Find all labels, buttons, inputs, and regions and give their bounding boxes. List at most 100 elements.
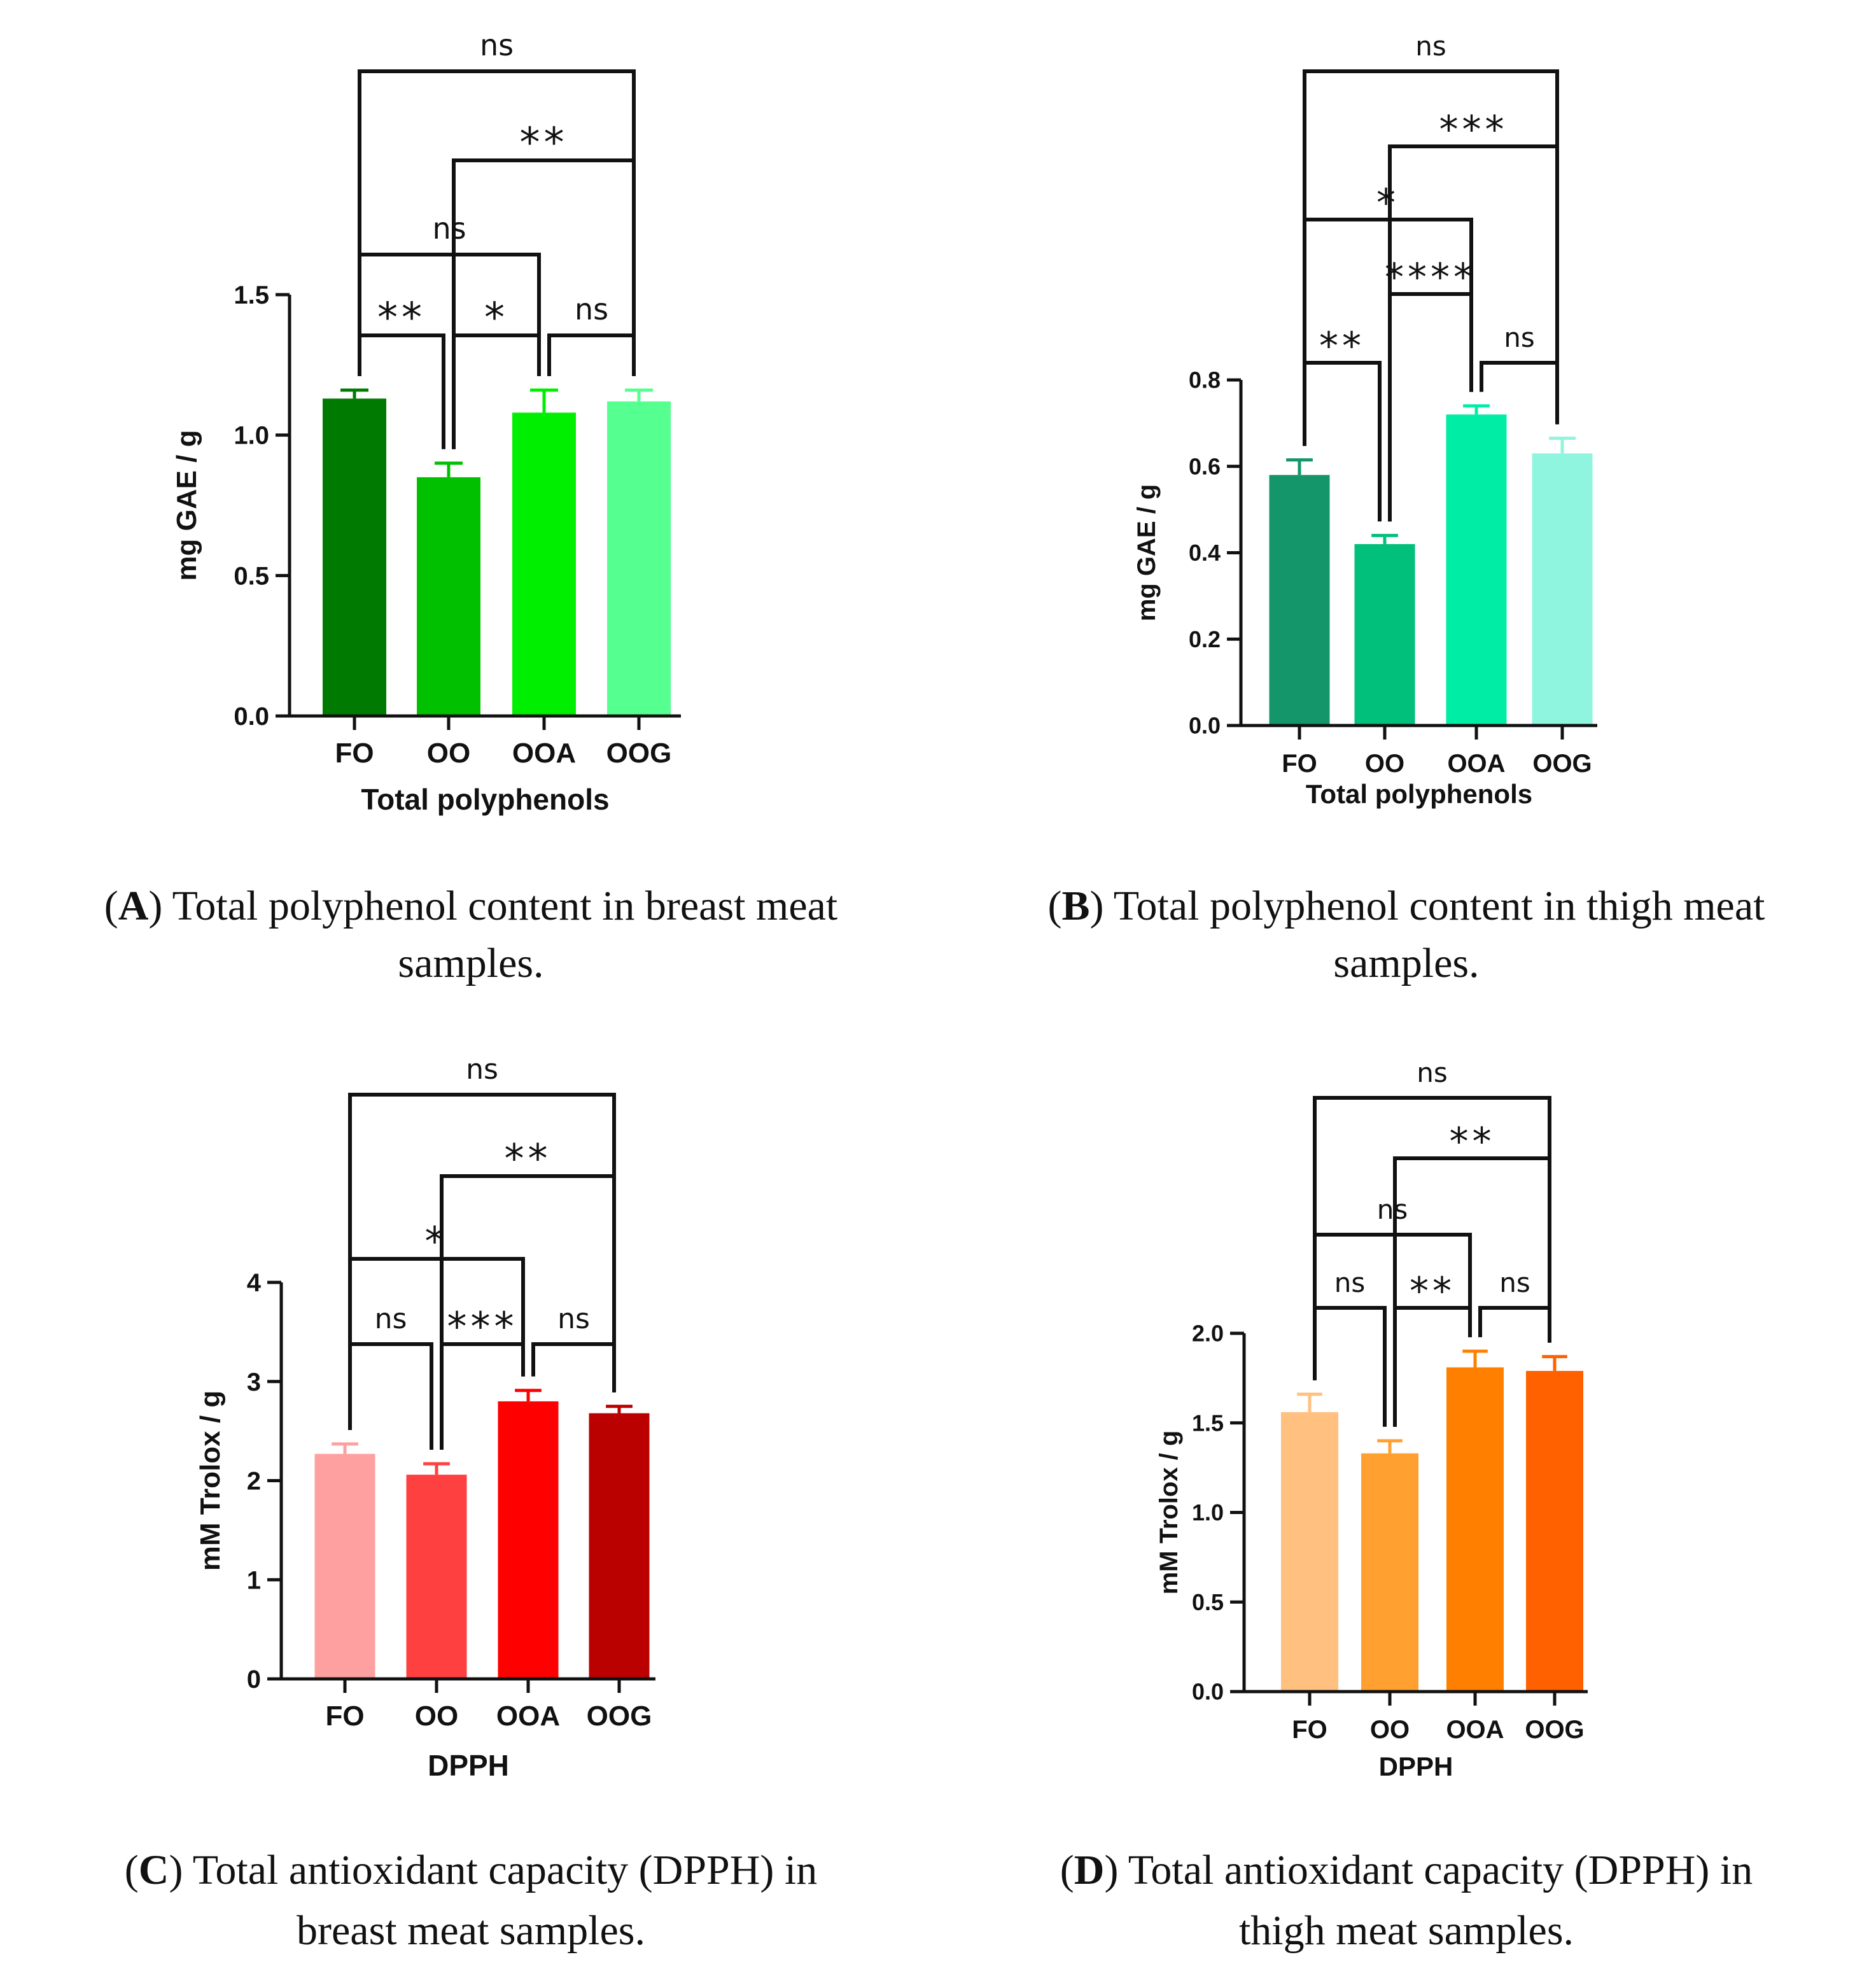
y-tick-label: 0 xyxy=(247,1666,261,1694)
error-bar-ooa xyxy=(1463,404,1490,415)
significance-label: ** xyxy=(505,1135,552,1182)
y-tick-label: 1.0 xyxy=(1192,1499,1224,1526)
significance-label: * xyxy=(484,295,508,342)
caption-line-1: (C) Total antioxidant capacity (DPPH) in xyxy=(125,1847,817,1893)
error-bar-oog xyxy=(625,388,653,402)
error-bar-oo xyxy=(1377,1439,1403,1454)
significance-label: ns xyxy=(1417,1057,1448,1088)
y-tick-label: 1 xyxy=(247,1566,261,1594)
significance-label: ns xyxy=(557,1303,590,1335)
caption-line-2: thigh meat samples. xyxy=(1239,1907,1574,1954)
bar-oo xyxy=(1361,1453,1418,1692)
y-tick-label: 2.0 xyxy=(1192,1321,1224,1347)
chart-panel-d: 0.0 0.5 1.0 1.5 2.0 FO OO OOA OOG DPPH mM Trolox /… xyxy=(1060,1057,1753,1954)
y-tick-label: 0.5 xyxy=(1192,1589,1224,1615)
caption-letter: B xyxy=(1061,883,1089,929)
significance-bracket: ns xyxy=(348,1303,433,1450)
y-tick-label: 0.5 xyxy=(234,562,269,590)
significance-label: *** xyxy=(1439,108,1508,152)
significance-bracket: ns xyxy=(348,1053,616,1430)
y-tick-label: 0.0 xyxy=(1192,1679,1224,1705)
error-bar-fo xyxy=(1286,458,1313,475)
x-tick-label: FO xyxy=(335,738,374,769)
bar-oog xyxy=(589,1413,650,1679)
y-tick-label: 0.8 xyxy=(1189,367,1221,393)
significance-bracket: ns xyxy=(1478,1267,1551,1343)
caption-line-2: samples. xyxy=(1333,940,1479,986)
caption-line-1: (D) Total antioxidant capacity (DPPH) in xyxy=(1060,1847,1753,1893)
caption-paren: ( xyxy=(1048,883,1062,929)
bar-fo xyxy=(1281,1412,1338,1692)
bar-oo xyxy=(417,477,480,716)
x-tick-label: OO xyxy=(1370,1716,1410,1744)
significance-label: ns xyxy=(1334,1267,1366,1298)
y-axis-label: mg GAE / g xyxy=(171,430,202,580)
bar-ooa xyxy=(512,412,576,716)
bracket-line xyxy=(531,1342,616,1392)
bar-oo xyxy=(406,1475,467,1679)
bracket-line xyxy=(348,1342,433,1450)
significance-label: ns xyxy=(1504,322,1535,353)
bar-ooa xyxy=(1446,414,1507,726)
significance-label: ** xyxy=(520,120,568,167)
error-bar-fo xyxy=(340,388,368,399)
y-axis-label: mM Trolox / g xyxy=(1155,1431,1183,1595)
caption-text: ) Total polyphenol content in thigh meat xyxy=(1090,883,1765,929)
significance-label: **** xyxy=(1385,255,1476,300)
error-bar-oog xyxy=(606,1405,633,1413)
bar-oo xyxy=(1354,544,1415,726)
significance-label: * xyxy=(425,1218,449,1265)
bracket-line xyxy=(348,1093,616,1430)
significance-bracket: ns xyxy=(1480,322,1559,424)
x-axis-label: Total polyphenols xyxy=(1306,779,1532,809)
x-tick-label: OOG xyxy=(606,738,672,769)
significance-bracket: ns xyxy=(1313,1057,1551,1380)
significance-label: * xyxy=(1376,181,1399,225)
x-tick-label: OOA xyxy=(1446,1716,1504,1744)
bar-ooa xyxy=(498,1401,559,1679)
x-tick-label: OOG xyxy=(587,1701,652,1732)
bar-oog xyxy=(1526,1371,1583,1692)
error-bar-ooa xyxy=(1462,1349,1488,1368)
bar-fo xyxy=(323,398,386,716)
x-tick-label: OO xyxy=(427,738,470,769)
caption-letter: A xyxy=(118,883,149,929)
bracket-line xyxy=(1313,1306,1387,1427)
significance-label: ** xyxy=(1410,1269,1455,1314)
caption-paren: ( xyxy=(1060,1847,1074,1893)
significance-label: ns xyxy=(375,1303,407,1335)
y-tick-label: 1.5 xyxy=(1192,1410,1224,1436)
significance-bracket: ns xyxy=(547,292,636,377)
error-bar-ooa xyxy=(515,1389,542,1401)
bracket-line xyxy=(1313,1096,1551,1380)
error-bar-ooa xyxy=(530,388,558,413)
y-axis-label: mM Trolox / g xyxy=(195,1391,226,1571)
error-bar-oo xyxy=(435,461,463,477)
significance-label: ** xyxy=(1450,1119,1495,1164)
x-axis-label: DPPH xyxy=(1379,1751,1453,1781)
significance-label: ns xyxy=(1415,31,1446,62)
significance-label: ns xyxy=(1499,1267,1530,1298)
bar-fo xyxy=(1269,475,1330,726)
bracket-line xyxy=(358,69,636,377)
x-axis-label: DPPH xyxy=(428,1749,509,1782)
bar-oog xyxy=(1532,453,1593,726)
x-tick-label: OOA xyxy=(1447,750,1505,778)
y-tick-label: 1.0 xyxy=(234,422,269,450)
significance-bracket: ns xyxy=(1313,1267,1387,1427)
error-bar-oog xyxy=(1542,1355,1567,1371)
x-axis-label: Total polyphenols xyxy=(361,783,609,816)
significance-label: ns xyxy=(1377,1194,1408,1225)
y-axis-label: mg GAE / g xyxy=(1133,484,1161,622)
x-tick-label: OOA xyxy=(496,1701,560,1732)
caption-text: ) Total polyphenol content in breast mea… xyxy=(148,883,837,929)
caption-text: ) Total antioxidant capacity (DPPH) in xyxy=(169,1847,817,1893)
bar-fo xyxy=(314,1454,375,1679)
x-tick-label: FO xyxy=(1282,750,1317,778)
significance-label: ns xyxy=(466,1053,498,1086)
error-bar-oo xyxy=(1371,533,1398,544)
caption-letter: C xyxy=(139,1847,169,1893)
